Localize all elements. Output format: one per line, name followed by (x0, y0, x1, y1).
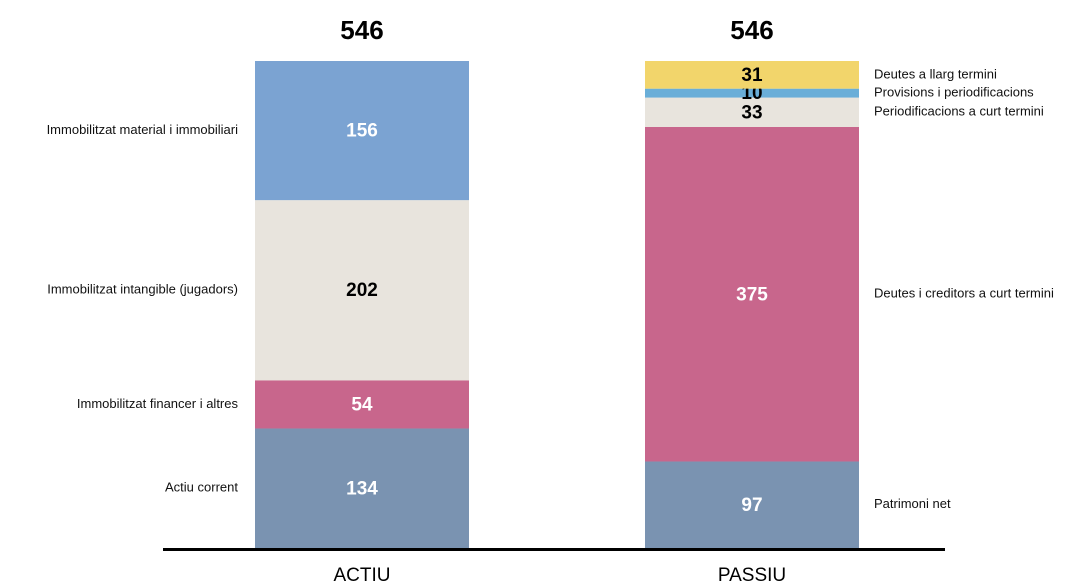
segment-label: Deutes a llarg termini (874, 66, 997, 81)
segment-label: Patrimoni net (874, 496, 951, 511)
bar-segment (645, 461, 859, 548)
bar-segment (645, 127, 859, 462)
value-label: 375 (736, 284, 768, 305)
value-label: 31 (741, 65, 763, 86)
bar-segment (645, 88, 859, 98)
bar-segment (255, 61, 469, 201)
total-label: 546 (340, 15, 383, 45)
value-label: 97 (741, 495, 762, 516)
segment-label: Periodificacions a curt termini (874, 104, 1044, 119)
segment-label: Immobilitzat financer i altres (77, 396, 239, 411)
bar-segment (255, 428, 469, 548)
value-label: 156 (346, 121, 378, 142)
total-label: 546 (730, 15, 773, 45)
value-label: 33 (741, 102, 762, 123)
category-label: PASSIU (718, 565, 786, 586)
value-label: 202 (346, 280, 378, 301)
bar-segment (255, 200, 469, 381)
value-label: 54 (351, 394, 373, 415)
bar-segment (645, 97, 859, 128)
segment-label: Provisions i periodificacions (874, 85, 1034, 100)
segment-label: Immobilitzat material i immobiliari (47, 122, 239, 137)
category-label: ACTIU (334, 565, 391, 586)
bar-segment (645, 61, 859, 89)
segment-label: Immobilitzat intangible (jugadors) (47, 282, 238, 297)
bar-segment (255, 380, 469, 429)
segment-label: Actiu corrent (165, 480, 238, 495)
segment-label: Deutes i creditors a curt termini (874, 286, 1054, 301)
value-label: 134 (346, 478, 378, 499)
